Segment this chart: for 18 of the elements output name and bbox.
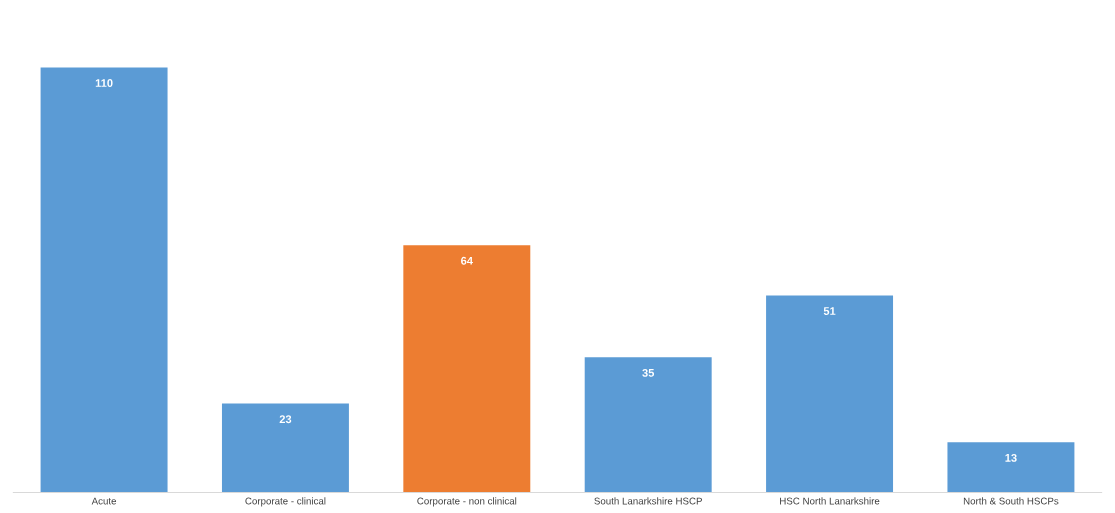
bar (584, 357, 712, 493)
x-tick-label: Acute (91, 497, 117, 505)
bar (40, 67, 168, 493)
bar (221, 403, 349, 493)
data-label: 51 (823, 307, 836, 315)
bar (403, 245, 531, 493)
data-label: 110 (95, 79, 113, 87)
x-tick-label: South Lanarkshire HSCP (594, 497, 702, 505)
bar (947, 442, 1075, 493)
data-label: 23 (279, 415, 292, 424)
x-tick-label: Corporate - clinical (245, 497, 326, 507)
bar (766, 295, 894, 493)
x-tick-label: Corporate - non clinical (417, 497, 517, 507)
data-label: 64 (461, 256, 473, 265)
data-label: 35 (642, 368, 655, 377)
x-tick-label: HSC North Lanarkshire (780, 497, 880, 505)
data-label: 13 (1005, 453, 1017, 462)
x-tick-label: North & South HSCPs (963, 497, 1059, 505)
